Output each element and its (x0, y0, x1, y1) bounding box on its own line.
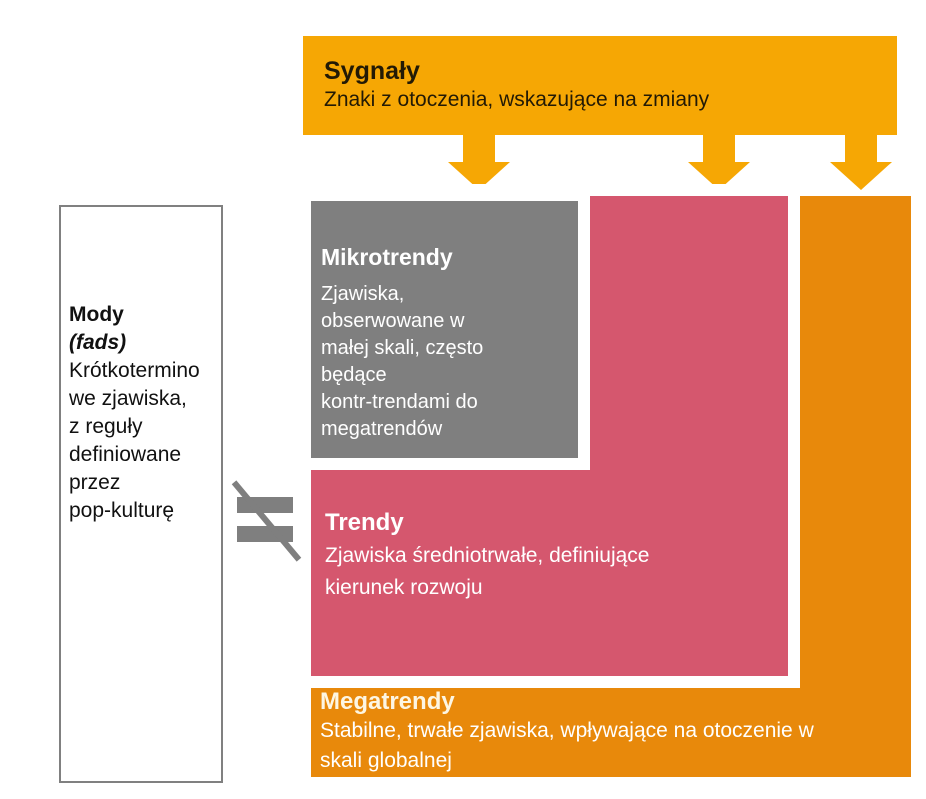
microtrends-body: Zjawiska, obserwowane w małej skali, czę… (321, 283, 484, 440)
signals-subtitle: Znaki z otoczenia, wskazujące na zmiany (324, 88, 710, 111)
megatrends-body: Stabilne, trwałe zjawiska, wpływające na… (320, 719, 814, 772)
arrow-stem (845, 135, 877, 162)
arrow-stem (463, 135, 495, 162)
trends-body: Zjawiska średniotrwałe, definiujące kier… (325, 544, 650, 599)
trends-content: Trendy Zjawiska średniotrwałe, definiują… (325, 509, 778, 604)
fads-body: Krótkotermino we zjawiska, z reguły defi… (69, 359, 200, 522)
down-arrow-icon (448, 135, 510, 190)
megatrends-title: Megatrendy (320, 688, 455, 715)
down-arrow-icon (688, 135, 750, 190)
trends-title: Trendy (325, 509, 404, 536)
microtrends-box: Mikrotrendy Zjawiska, obserwowane w małe… (299, 189, 590, 470)
not-equal-slash (231, 480, 302, 562)
signals-title: Sygnały (324, 57, 420, 85)
microtrends-content: Mikrotrendy Zjawiska, obserwowane w małe… (321, 243, 574, 443)
fads-title: Mody (69, 303, 124, 326)
microtrends-title: Mikrotrendy (321, 244, 453, 270)
signals-banner: Sygnały Znaki z otoczenia, wskazujące na… (303, 36, 897, 135)
fads-subtitle: (fads) (69, 331, 127, 354)
arrow-stem (703, 135, 735, 162)
fads-content: Mody (fads) Krótkotermino we zjawiska, z… (69, 301, 219, 525)
not-equal-icon (231, 478, 303, 562)
fads-box: Mody (fads) Krótkotermino we zjawiska, z… (59, 205, 223, 783)
arrow-head (830, 162, 892, 190)
down-arrow-icon (830, 135, 892, 190)
megatrends-content: Megatrendy Stabilne, trwałe zjawiska, wp… (320, 688, 895, 776)
